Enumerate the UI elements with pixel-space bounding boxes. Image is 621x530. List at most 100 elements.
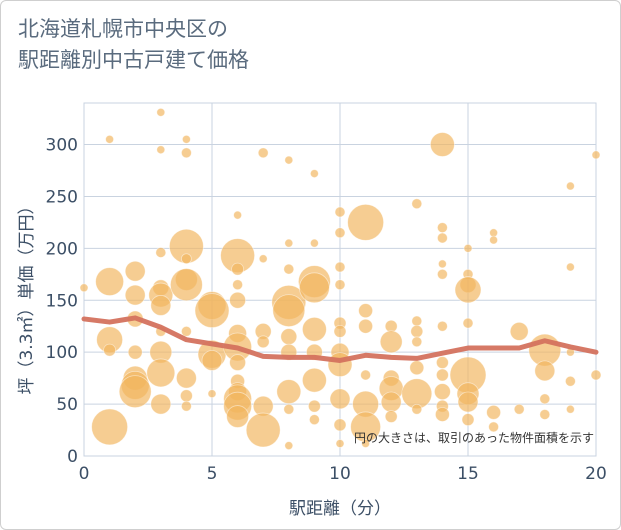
bubble	[409, 360, 425, 376]
bubble	[333, 325, 347, 338]
bubble	[301, 367, 327, 393]
bubble	[461, 413, 475, 427]
bubble	[436, 222, 448, 233]
bubble	[180, 326, 192, 337]
bubble	[380, 391, 402, 413]
bubble	[194, 293, 230, 329]
bubble	[169, 268, 203, 302]
bubble	[358, 303, 374, 319]
bubble	[329, 388, 351, 410]
bubble	[175, 367, 197, 389]
bubbles	[79, 107, 602, 451]
bubble	[360, 369, 372, 381]
bubble	[229, 354, 247, 371]
bubble	[590, 369, 602, 381]
bubble	[124, 260, 146, 282]
bubble	[105, 134, 114, 144]
y-tick-label: 50	[56, 395, 78, 415]
bubble	[434, 407, 450, 422]
x-tick-label: 20	[585, 464, 607, 484]
bubble	[509, 322, 529, 341]
bubble	[433, 383, 451, 401]
x-tick-label: 5	[207, 464, 218, 484]
bubble	[411, 198, 423, 210]
bubble	[103, 343, 116, 357]
bubble	[284, 238, 294, 248]
bubble	[258, 254, 268, 264]
bubble	[361, 439, 371, 448]
bubble	[410, 325, 424, 338]
bubble	[95, 267, 124, 296]
chart-title-line2: 駅距離別中古戸建て価格	[18, 48, 249, 72]
bubble	[334, 279, 346, 291]
bubble	[513, 403, 525, 415]
bubble	[155, 247, 167, 258]
bubble	[156, 107, 166, 117]
y-axis-label: 坪（3.3㎡）単価（万円）	[17, 197, 37, 394]
bubble	[276, 379, 302, 405]
bubble	[309, 238, 319, 248]
x-tick-label: 0	[79, 464, 90, 484]
y-tick-label: 150	[46, 291, 78, 311]
bubble	[308, 414, 320, 426]
bubble	[591, 150, 601, 160]
bubble	[457, 391, 479, 413]
bubble	[150, 393, 172, 415]
bubble	[454, 276, 482, 304]
bubble	[156, 145, 166, 155]
bubble	[539, 393, 551, 405]
chart-title: 北海道札幌市中央区の 駅距離別中古戸建て価格	[18, 14, 608, 76]
bubble	[534, 360, 556, 382]
bubble	[539, 409, 551, 420]
bubble	[411, 315, 423, 327]
y-tick-label: 0	[67, 447, 78, 467]
bubble	[146, 358, 176, 388]
y-tick-label: 100	[46, 343, 78, 363]
bubble	[411, 336, 423, 348]
bubble	[231, 262, 245, 276]
trend-line	[81, 315, 599, 363]
bubble	[118, 375, 152, 409]
bubble	[435, 368, 449, 382]
bubble	[462, 317, 474, 329]
bubble	[226, 405, 250, 428]
bubble	[284, 441, 294, 451]
bubble	[283, 403, 295, 415]
bubble	[379, 330, 403, 354]
bubble	[257, 147, 269, 159]
bubble	[334, 227, 346, 239]
bubble	[566, 404, 575, 414]
bubble	[91, 408, 128, 446]
bubble	[233, 210, 243, 220]
bubble	[347, 203, 385, 241]
bubble	[181, 134, 191, 144]
bubble	[298, 272, 330, 304]
bubble	[301, 316, 327, 342]
bubble	[335, 439, 345, 448]
bubble	[488, 421, 500, 433]
bubble	[245, 412, 281, 448]
bubble	[229, 291, 247, 309]
chart-title-line1: 北海道札幌市中央区の	[18, 17, 228, 41]
bubble	[256, 335, 270, 349]
bubble	[280, 328, 298, 346]
bubble	[486, 404, 502, 420]
bubble	[180, 400, 192, 412]
bubble	[411, 403, 423, 415]
bubble	[436, 320, 448, 332]
x-tick-label: 15	[457, 464, 479, 484]
bubble	[429, 132, 455, 157]
size-note: 円の大きさは、取引のあった物件面積を示す	[354, 430, 594, 445]
bubble	[79, 283, 89, 293]
bubble	[150, 295, 172, 316]
bubble	[272, 294, 306, 328]
bubble	[284, 155, 294, 165]
bubble	[124, 284, 146, 306]
bubble	[201, 350, 223, 371]
bubble	[384, 410, 398, 423]
bubble	[207, 389, 217, 399]
bubble	[179, 389, 193, 403]
bubble	[333, 418, 347, 432]
bubble	[180, 147, 192, 159]
